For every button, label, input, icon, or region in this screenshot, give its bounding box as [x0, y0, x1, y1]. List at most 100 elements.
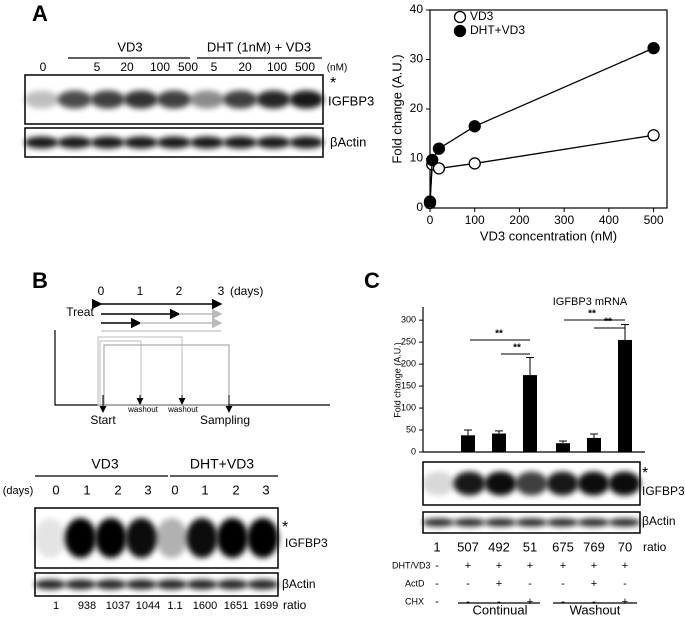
panel-label: A	[32, 1, 48, 26]
unit-label: (days)	[230, 284, 263, 298]
lane-label: 3	[144, 482, 151, 497]
x-tick-label: 100	[465, 213, 485, 227]
bar	[523, 375, 537, 452]
blot-band	[186, 580, 218, 590]
ratio-value: 769	[583, 539, 605, 554]
blot-band	[95, 518, 127, 558]
band-marker: *	[330, 75, 336, 92]
data-point	[648, 43, 659, 54]
lane-label: 5	[211, 60, 218, 74]
x-tick-label: 300	[554, 213, 574, 227]
blot-band	[484, 519, 516, 527]
treat-label: Treat	[66, 305, 94, 319]
lane-label: 3	[262, 482, 269, 497]
ratio-value: 938	[78, 600, 96, 612]
ratio-value: 51	[523, 539, 537, 554]
bar	[461, 435, 475, 452]
blot-band	[256, 137, 290, 149]
ratio-label: ratio	[643, 540, 667, 554]
plot-frame	[430, 10, 667, 208]
significance-label: **	[513, 343, 521, 354]
group-label: DHT+VD3	[190, 456, 254, 472]
treatment-sign: -	[466, 578, 470, 590]
y-tick-label: 100	[401, 402, 416, 412]
significance-label: **	[588, 309, 596, 320]
blot-band	[256, 91, 290, 109]
y-tick-label: 20	[410, 101, 424, 115]
ratio-value: 1	[53, 600, 59, 612]
treatment-sign: +	[496, 578, 502, 590]
lane-label: 1	[83, 482, 90, 497]
day-label: 2	[176, 284, 183, 298]
group-label: VD3	[117, 39, 142, 54]
lane-label: 20	[238, 60, 252, 74]
y-tick-label: 40	[410, 2, 424, 16]
ratio-label: ratio	[283, 598, 307, 612]
blot-band	[91, 137, 125, 149]
treatment-sign: -	[528, 578, 532, 590]
panel-label: C	[364, 268, 380, 293]
lane-label: 500	[295, 60, 315, 74]
y-axis-label: Fold change (A.U.)	[389, 54, 404, 163]
x-tick-label: 0	[427, 213, 434, 227]
target-label: IGFBP3	[328, 93, 374, 108]
ratio-value: 1037	[106, 600, 130, 612]
treatment-sign: +	[591, 560, 597, 572]
unit-label: (days)	[3, 485, 34, 497]
bar	[556, 443, 570, 452]
y-tick-label: 250	[401, 337, 416, 347]
x-tick-label: 500	[644, 213, 664, 227]
group-label: VD3	[91, 456, 118, 472]
blot-band	[157, 137, 191, 149]
treatment-sign: +	[622, 560, 628, 572]
washout-label: washout	[167, 405, 199, 414]
treatment-sign: -	[435, 596, 439, 608]
blot-band	[156, 518, 188, 558]
blot-band	[422, 519, 454, 527]
treatment-sign: +	[465, 560, 471, 572]
blot-band	[223, 91, 257, 109]
treatment-sign: +	[527, 596, 533, 608]
control-label: βActin	[642, 514, 676, 528]
sampling-label: Sampling	[200, 413, 250, 427]
blot-band	[34, 580, 66, 590]
y-tick-label: 30	[410, 52, 424, 66]
blot-band	[577, 472, 609, 496]
treatment-sign: -	[623, 578, 627, 590]
series-line	[430, 135, 654, 203]
blot-band	[57, 137, 91, 149]
blot-band	[289, 137, 323, 149]
control-label: βActin	[282, 577, 316, 591]
ratio-value: 1	[433, 539, 440, 554]
data-point	[469, 158, 480, 169]
target-label: IGFBP3	[642, 484, 685, 498]
treatment-sign: +	[560, 560, 566, 572]
ratio-value: 1.1	[167, 600, 182, 612]
blot-band	[247, 580, 279, 590]
blot-band	[190, 137, 224, 149]
treatment-label: DHT/VD3	[392, 560, 431, 570]
blot-band	[217, 580, 249, 590]
treatment-sign: -	[561, 578, 565, 590]
blot-band	[515, 519, 547, 527]
lane-label: 5	[94, 60, 101, 74]
blot-band	[24, 91, 58, 109]
treatment-sign: -	[435, 560, 439, 572]
bar	[618, 340, 632, 452]
blot-band	[126, 580, 158, 590]
blot-band	[608, 519, 640, 527]
y-tick-label: 10	[410, 151, 424, 165]
x-tick-label: 400	[599, 213, 619, 227]
blot-band	[546, 472, 578, 496]
blot-band	[65, 518, 97, 558]
blot-band	[57, 91, 91, 109]
group-label: Continual	[473, 602, 528, 617]
data-point	[425, 196, 436, 207]
lane-label: 500	[178, 60, 198, 74]
blot-band	[608, 472, 640, 496]
blot-band	[124, 91, 158, 109]
day-label: 0	[98, 284, 105, 298]
blot-band	[484, 472, 516, 496]
lane-label: 1	[201, 482, 208, 497]
